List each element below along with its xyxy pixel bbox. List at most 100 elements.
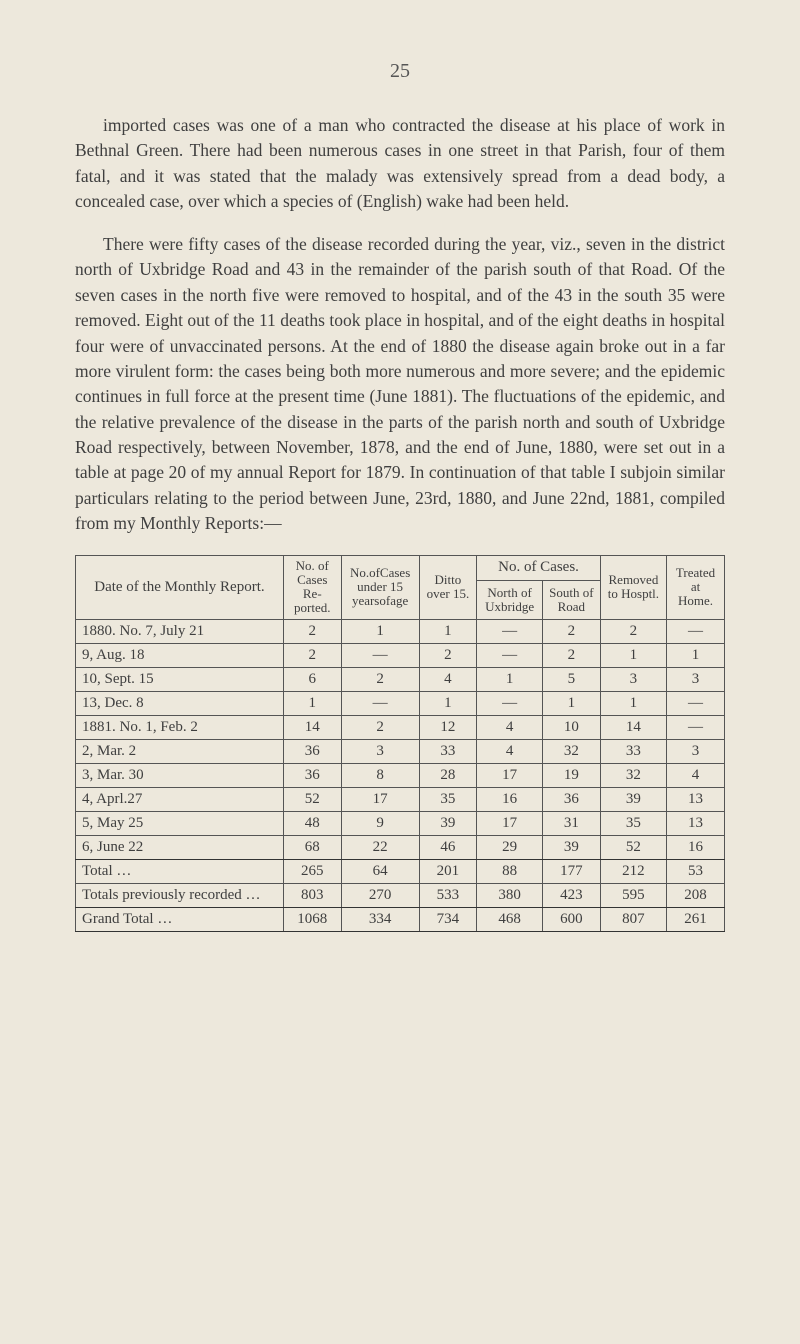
cell-value: 35 [600,812,666,836]
cell-value: 2 [542,620,600,644]
cell-value: 16 [477,788,543,812]
cell-value: 595 [600,884,666,908]
cell-value: 803 [283,884,341,908]
cell-value: 3 [667,740,725,764]
cell-value: 52 [600,836,666,860]
cell-value: 2 [341,716,419,740]
cell-value: 13 [667,812,725,836]
cell-value: 14 [283,716,341,740]
cell-value: 22 [341,836,419,860]
cell-value: 270 [341,884,419,908]
page-number: 25 [75,60,725,83]
cell-value: 1 [667,644,725,668]
table-row: 2, Mar. 236333432333 [76,740,725,764]
cell-value: 46 [419,836,477,860]
cell-date: 1881. No. 1, Feb. 2 [76,716,284,740]
cell-value: 1 [419,620,477,644]
cell-date: 6, June 22 [76,836,284,860]
cell-value: — [477,620,543,644]
paragraph-1: imported cases was one of a man who cont… [75,113,725,215]
cell-value: — [667,716,725,740]
table-row: Total …265642018817721253 [76,860,725,884]
cell-value: 4 [667,764,725,788]
cell-value: 1 [283,692,341,716]
cell-value: 52 [283,788,341,812]
cell-value: 32 [542,740,600,764]
col-removed: Removed to Hosptl. [600,555,666,620]
cell-value: 29 [477,836,543,860]
cell-value: 4 [477,740,543,764]
cell-date: 4, Aprl.27 [76,788,284,812]
cell-value: 807 [600,908,666,932]
paragraph-2: There were fifty cases of the disease re… [75,232,725,537]
table-row: 1881. No. 1, Feb. 21421241014— [76,716,725,740]
col-over15: Ditto over 15. [419,555,477,620]
table-row: Grand Total …1068334734468600807261 [76,908,725,932]
cell-value: 10 [542,716,600,740]
col-under15: No.ofCases under 15 yearsofage [341,555,419,620]
cell-value: 14 [600,716,666,740]
col-no-cases: No. of Cases Re- ported. [283,555,341,620]
table-row: 6, June 2268224629395216 [76,836,725,860]
cell-value: 5 [542,668,600,692]
paragraph-2-text: There were fifty cases of the disease re… [75,234,725,533]
cell-value: 53 [667,860,725,884]
cell-value: 39 [600,788,666,812]
cell-value: 334 [341,908,419,932]
cell-date: Grand Total … [76,908,284,932]
cell-value: 423 [542,884,600,908]
col-date: Date of the Monthly Report. [76,555,284,620]
cell-value: 8 [341,764,419,788]
cell-value: 33 [419,740,477,764]
cell-value: 1 [419,692,477,716]
table-row: 1880. No. 7, July 21211—22— [76,620,725,644]
cell-value: 17 [477,812,543,836]
cell-date: 3, Mar. 30 [76,764,284,788]
epidemic-table: Date of the Monthly Report. No. of Cases… [75,555,725,933]
cell-value: 6 [283,668,341,692]
cell-value: 201 [419,860,477,884]
cell-value: 88 [477,860,543,884]
cell-value: 2 [341,668,419,692]
table-row: 3, Mar. 30368281719324 [76,764,725,788]
table-row: 10, Sept. 156241533 [76,668,725,692]
table-row: 5, May 254893917313513 [76,812,725,836]
paragraph-1-text: imported cases was one of a man who cont… [75,115,725,211]
cell-value: 68 [283,836,341,860]
cell-value: 32 [600,764,666,788]
cell-value: 3 [341,740,419,764]
cell-date: 9, Aug. 18 [76,644,284,668]
cell-value: — [341,644,419,668]
cell-value: 1068 [283,908,341,932]
cell-value: 16 [667,836,725,860]
cell-value: — [341,692,419,716]
cell-value: 39 [419,812,477,836]
cell-value: — [477,692,543,716]
cell-value: 2 [600,620,666,644]
cell-value: 600 [542,908,600,932]
cell-value: 212 [600,860,666,884]
cell-value: 13 [667,788,725,812]
cell-value: 2 [419,644,477,668]
table-row: 4, Aprl.2752173516363913 [76,788,725,812]
cell-value: 17 [477,764,543,788]
cell-value: 64 [341,860,419,884]
cell-value: 2 [542,644,600,668]
cell-value: 9 [341,812,419,836]
cell-date: 13, Dec. 8 [76,692,284,716]
cell-value: 208 [667,884,725,908]
table-row: 9, Aug. 182—2—211 [76,644,725,668]
cell-date: Totals previously recorded … [76,884,284,908]
cell-value: 533 [419,884,477,908]
col-no-of-cases: No. of Cases. [477,555,600,581]
cell-date: 2, Mar. 2 [76,740,284,764]
cell-value: 1 [600,692,666,716]
page-container: 25 imported cases was one of a man who c… [0,0,800,972]
cell-value: 261 [667,908,725,932]
cell-value: 468 [477,908,543,932]
cell-value: 35 [419,788,477,812]
cell-value: 33 [600,740,666,764]
cell-value: 1 [477,668,543,692]
cell-value: 4 [477,716,543,740]
table-header-row: Date of the Monthly Report. No. of Cases… [76,555,725,581]
